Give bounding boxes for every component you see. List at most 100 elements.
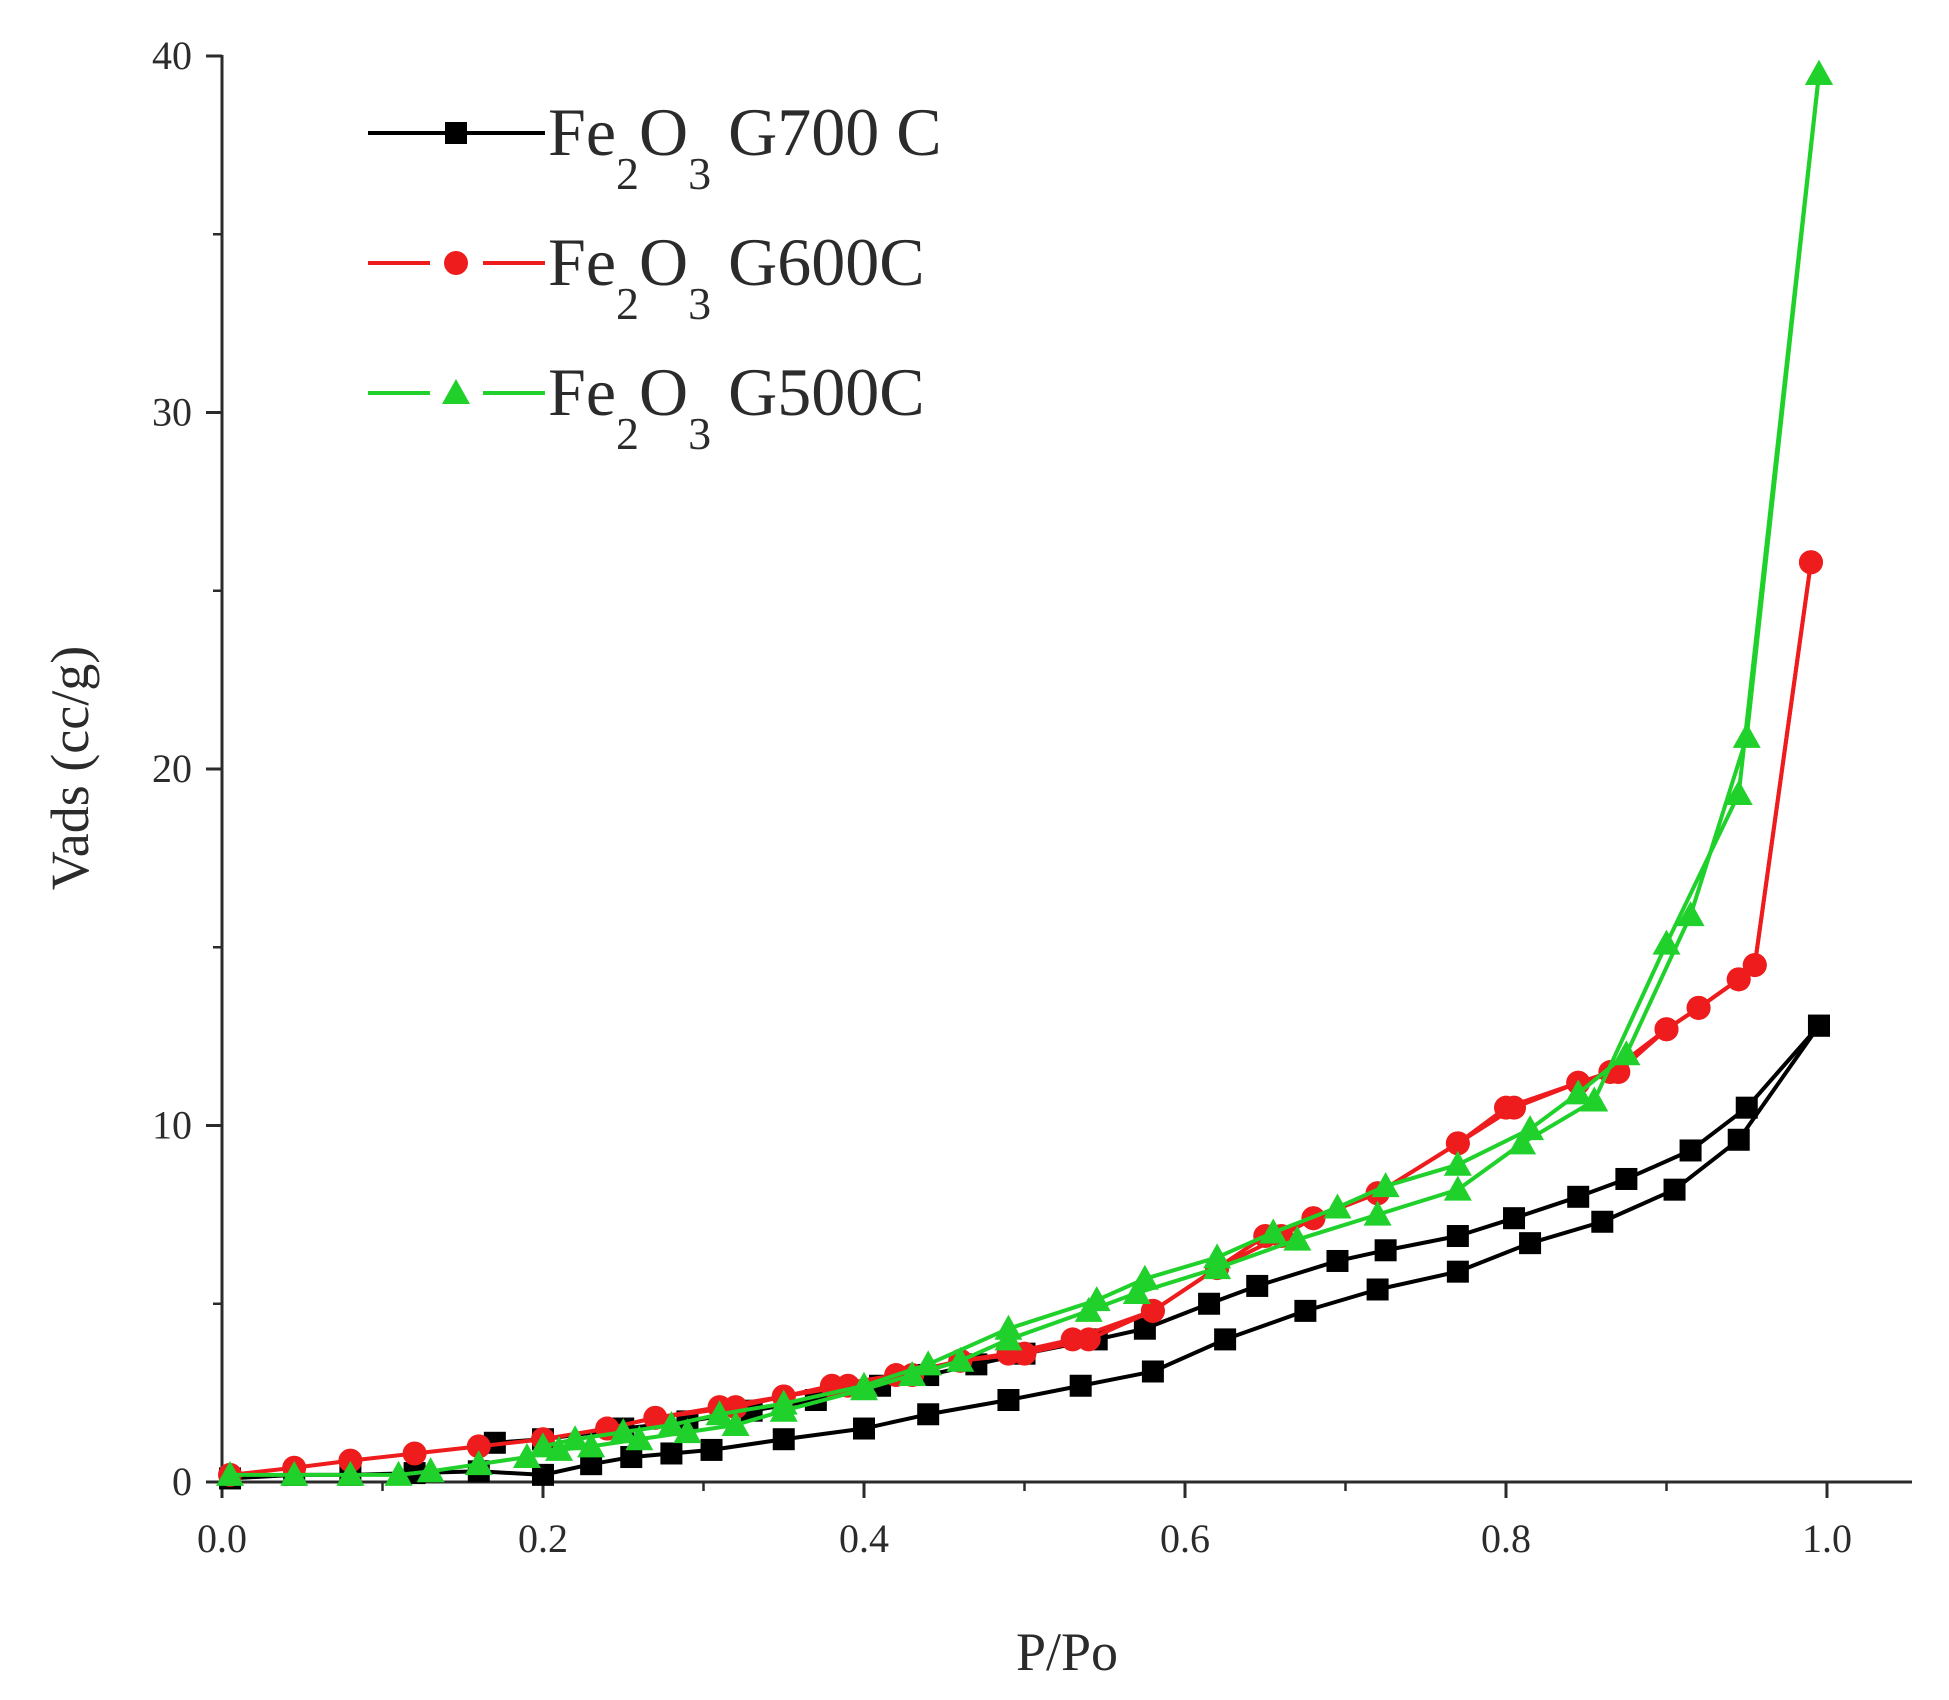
series-2-adsorption-point [577, 1432, 606, 1458]
tick-labels: 0.0 0.2 0.4 0.6 0.8 1.0 0 10 20 30 40 [152, 33, 1852, 1561]
x-tick-label: 0.2 [518, 1516, 568, 1561]
series-2-adsorption-point [1122, 1279, 1151, 1305]
series-0-adsorption-point [1294, 1299, 1317, 1322]
series-2-adsorption-point [1443, 1175, 1472, 1201]
series-2-adsorption-line [230, 73, 1821, 1477]
y-tick-label: 0 [172, 1459, 192, 1504]
series-1-desorption-point [1140, 1298, 1165, 1323]
series-2-adsorption-point [1724, 779, 1753, 805]
series-2-adsorption-point [280, 1460, 309, 1486]
legend-text: G600C [711, 224, 924, 300]
legend-label: Fe2O3 G700 C [548, 94, 942, 199]
series-0-desorption-point [1133, 1317, 1156, 1340]
series-0-desorption-point [1807, 1014, 1830, 1037]
series-0-adsorption-point [1366, 1278, 1389, 1301]
series-2-desorption-point [1612, 1040, 1641, 1066]
series-2-adsorption-point [946, 1346, 975, 1372]
series-2 [216, 59, 1833, 1486]
legend-subscript: 3 [688, 278, 711, 329]
legend-item-1: Fe2O3 G600C [368, 224, 925, 329]
series-0-adsorption-point [620, 1446, 643, 1469]
y-axis-title: Vads (cc/g) [40, 646, 100, 890]
series-1-desorption-point [1742, 953, 1767, 978]
series-2-desorption-point [1130, 1264, 1159, 1290]
series-2-desorption-point [561, 1425, 590, 1451]
series-2-desorption-point [1259, 1218, 1288, 1244]
series-1-adsorption-point [338, 1448, 363, 1473]
series-0-adsorption-point [917, 1403, 940, 1426]
series-1-desorption-point [1445, 1131, 1470, 1156]
legend-label: Fe2O3 G500C [548, 354, 925, 459]
legend-text: Fe [548, 94, 616, 170]
legend-text: O [639, 354, 688, 430]
series-0-adsorption-point [532, 1463, 554, 1486]
series-0-desorption-point [1503, 1207, 1526, 1230]
legend-marker [445, 122, 467, 144]
series-0-desorption-point [1326, 1249, 1349, 1272]
series-2-adsorption-point [721, 1410, 750, 1436]
series-0-desorption-point [1446, 1225, 1469, 1248]
series-0-desorption-point [1246, 1274, 1269, 1297]
series-0-desorption-point [1679, 1139, 1702, 1162]
series-1 [218, 550, 1823, 1487]
series-2-adsorption-point [1580, 1086, 1609, 1112]
series-0-desorption-point [1735, 1096, 1758, 1119]
series-0-adsorption-point [700, 1438, 723, 1461]
legend-subscript: 3 [688, 148, 711, 199]
series-2-desorption-point [609, 1418, 638, 1444]
series-2-desorption-point [1732, 722, 1761, 748]
series-2-adsorption-point [384, 1460, 413, 1486]
series-2-desorption-point [1564, 1079, 1593, 1105]
x-tick-label: 0.8 [1481, 1516, 1531, 1561]
legend-marker [444, 251, 468, 275]
series-1-desorption-point [1798, 550, 1823, 575]
legend-item-2: Fe2O3 G500C [368, 354, 925, 459]
axes [220, 55, 1912, 1484]
series-2-adsorption-point [1363, 1200, 1392, 1226]
series-2-desorption-point [1203, 1243, 1232, 1269]
series-2-adsorption-point [216, 1460, 245, 1486]
series-0-desorption-point [1615, 1167, 1638, 1190]
series-1-desorption-point [1502, 1095, 1527, 1120]
series-2-desorption-point [994, 1314, 1023, 1340]
legend-item-0: Fe2O3 G700 C [368, 94, 942, 199]
legend-subscript: 2 [616, 278, 639, 329]
series-2-adsorption-point [464, 1450, 493, 1476]
series-2-desorption-point [1676, 901, 1705, 927]
legend-marker [442, 379, 470, 404]
series-2-desorption-point [914, 1350, 943, 1376]
legend-subscript: 2 [616, 148, 639, 199]
legend-text: G500C [711, 354, 924, 430]
series-2-desorption-point [705, 1400, 734, 1426]
series-0-adsorption-point [997, 1389, 1020, 1412]
series-2-desorption-point [1371, 1172, 1400, 1198]
series-0-desorption-point [1198, 1292, 1221, 1315]
series-2-desorption-point [1516, 1115, 1545, 1141]
series-0-adsorption-point [660, 1442, 683, 1465]
series-2-adsorption-point [416, 1457, 445, 1483]
x-tick-label: 0.0 [197, 1516, 247, 1561]
series-0-adsorption-point [1141, 1360, 1164, 1383]
series-0-adsorption-point [1727, 1128, 1750, 1151]
x-tick-label: 1.0 [1802, 1516, 1852, 1561]
series-2-adsorption-point [512, 1443, 541, 1469]
legend-text: Fe [548, 354, 616, 430]
y-tick-label: 30 [152, 390, 192, 435]
series-2-adsorption-point [1283, 1225, 1312, 1251]
series-1-desorption-point [1654, 1017, 1679, 1042]
series-1-desorption-point [1686, 995, 1711, 1020]
series-2-desorption-point [1443, 1150, 1472, 1176]
y-tick-label: 20 [152, 746, 192, 791]
series-1-desorption-point [643, 1405, 668, 1430]
series-0-desorption-point [1567, 1185, 1590, 1208]
legend-text: Fe [548, 224, 616, 300]
legend-text: O [639, 224, 688, 300]
x-tick-label: 0.4 [839, 1516, 889, 1561]
series-1-adsorption-point [466, 1434, 491, 1459]
series-2-desorption-point [529, 1432, 557, 1458]
series-0-adsorption-point [1214, 1328, 1237, 1351]
series-0-adsorption-point [1663, 1178, 1686, 1201]
legend-text: O [639, 94, 688, 170]
series-2-adsorption-point [1508, 1129, 1537, 1155]
series-2-adsorption-point [673, 1418, 702, 1444]
